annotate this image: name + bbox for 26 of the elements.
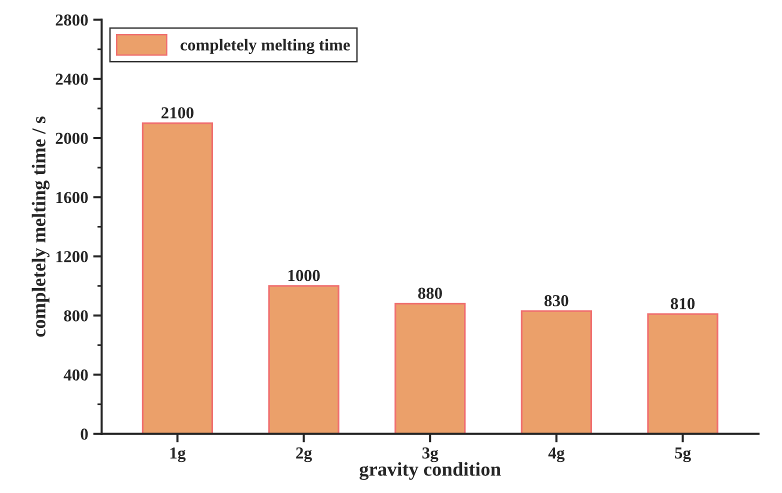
y-tick-label: 400 (64, 369, 88, 381)
bar (268, 285, 340, 434)
data-label: 830 (544, 295, 568, 306)
y-tick-label: 2800 (56, 14, 88, 26)
y-tick-label: 800 (64, 310, 88, 322)
bar (142, 122, 214, 434)
bar (520, 310, 592, 434)
bar (647, 313, 718, 434)
legend-label: completely melting time (180, 38, 350, 54)
y-axis-title: completely melting time / s (32, 116, 50, 337)
x-axis-title: gravity condition (360, 462, 501, 480)
data-label: 810 (670, 298, 695, 310)
x-tick-label: 4g (548, 448, 565, 462)
y-tick-label: 2400 (56, 74, 88, 85)
bar (394, 302, 466, 434)
y-tick-label: 0 (80, 428, 88, 440)
data-label: 1000 (288, 270, 320, 282)
x-tick-label: 1g (170, 447, 186, 462)
y-tick-label: 2000 (56, 132, 88, 144)
y-tick-label: 1600 (56, 192, 88, 204)
x-tick-label: 3g (422, 447, 438, 462)
x-tick-label: 5g (675, 448, 691, 462)
x-tick-label: 2g (296, 447, 312, 462)
data-label: 2100 (161, 107, 194, 118)
data-label: 880 (418, 288, 442, 299)
y-tick-label: 1200 (56, 251, 88, 262)
